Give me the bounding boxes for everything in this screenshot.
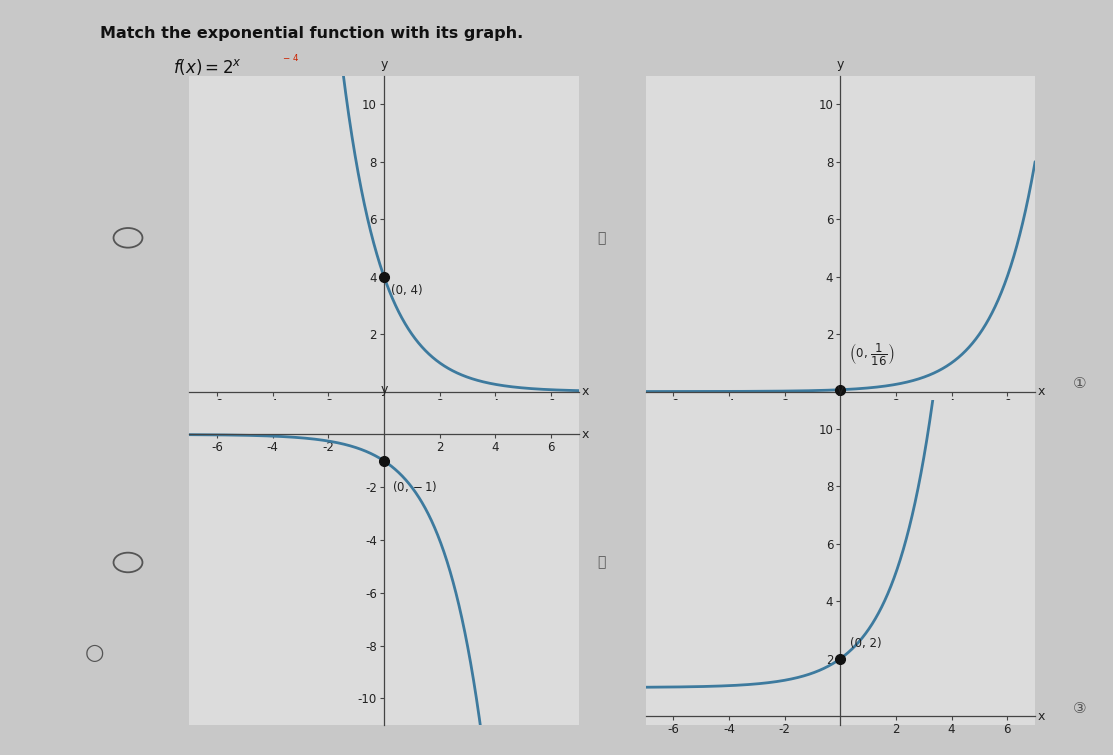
Text: ①: ① — [1073, 377, 1086, 391]
Text: x: x — [1037, 385, 1045, 398]
Text: $\left(0,\,\dfrac{1}{16}\right)$: $\left(0,\,\dfrac{1}{16}\right)$ — [848, 341, 895, 367]
Text: y: y — [381, 58, 387, 71]
Text: ○: ○ — [85, 643, 105, 663]
Text: y: y — [837, 383, 844, 396]
Text: (0, 4): (0, 4) — [391, 284, 423, 297]
Text: x: x — [1037, 710, 1045, 723]
Text: x: x — [582, 428, 589, 441]
Text: $(0, -1)$: $(0, -1)$ — [393, 479, 437, 495]
Text: $f(x) = 2^{x}$: $f(x) = 2^{x}$ — [173, 57, 242, 76]
Text: ⓘ: ⓘ — [597, 556, 605, 569]
Text: x: x — [582, 385, 589, 398]
Text: ③: ③ — [1073, 701, 1086, 716]
Text: y: y — [837, 58, 844, 71]
Text: Match the exponential function with its graph.: Match the exponential function with its … — [100, 26, 523, 42]
Text: ⓘ: ⓘ — [597, 231, 605, 245]
Text: y: y — [381, 384, 387, 396]
Text: $^{ - \ 4}$: $^{ - \ 4}$ — [282, 54, 299, 67]
Text: (0, 2): (0, 2) — [850, 637, 881, 650]
